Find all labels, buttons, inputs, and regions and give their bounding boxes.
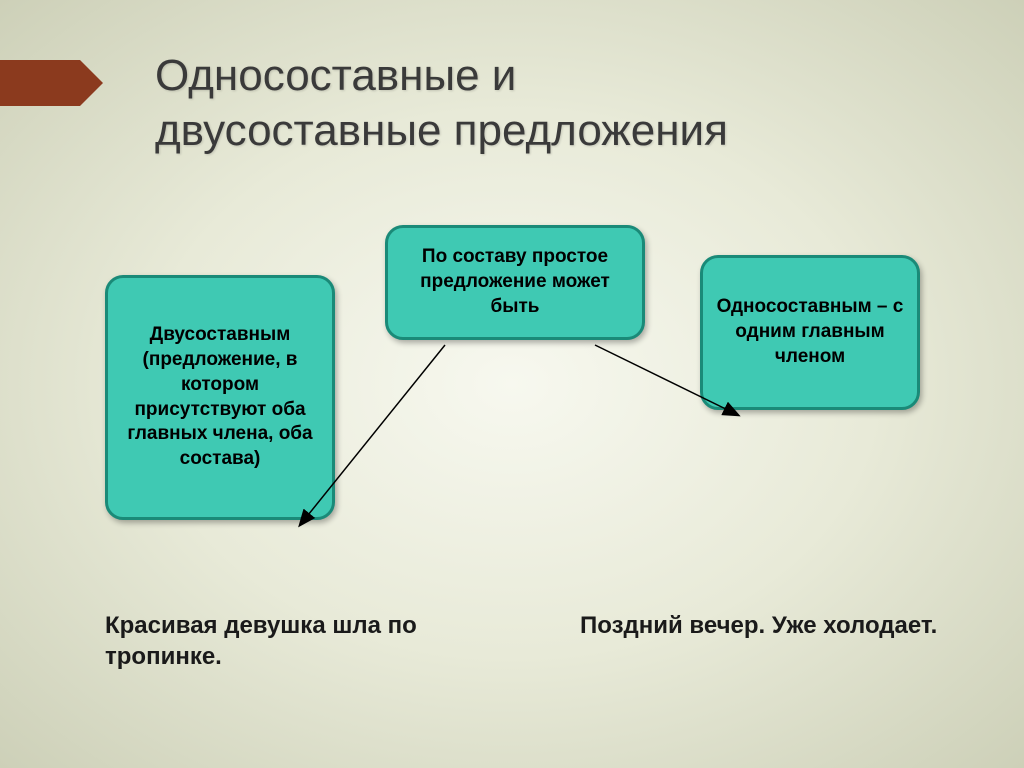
center-box-text: По составу простое предложение может быт… — [400, 245, 630, 319]
bookmark-shape — [0, 60, 80, 106]
slide-title: Односоставные идвусоставные предложения — [155, 48, 728, 158]
left-box: Двусоставным (предложение, в котором при… — [105, 275, 335, 520]
right-box-text: Односоставным – с одним главным членом — [715, 295, 905, 369]
left-box-text: Двусоставным (предложение, в котором при… — [120, 323, 320, 471]
right-box: Односоставным – с одним главным членом — [700, 255, 920, 410]
example-right: Поздний вечер. Уже холодает. — [580, 610, 980, 641]
example-left: Красивая девушка шла по тропинке. — [105, 610, 435, 672]
center-box: По составу простое предложение может быт… — [385, 225, 645, 340]
